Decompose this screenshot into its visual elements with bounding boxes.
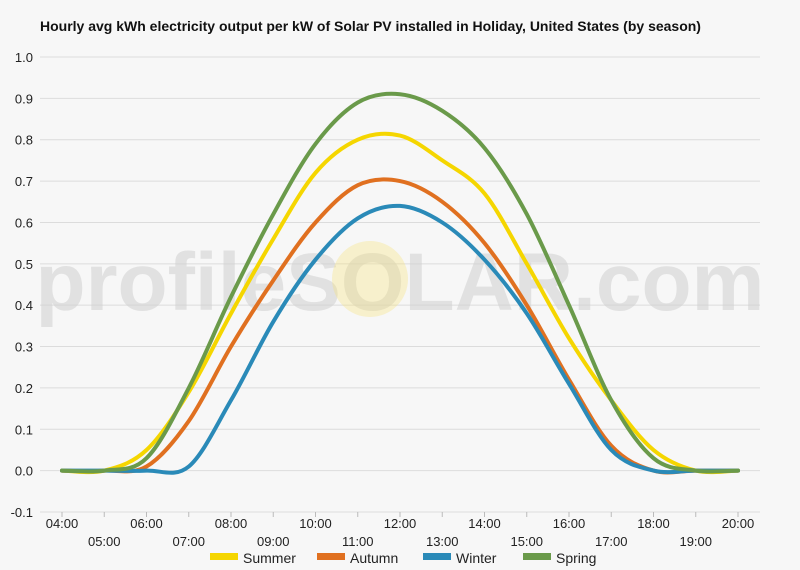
series-lines [60,91,740,475]
x-tick-label: 14:00 [468,516,501,531]
legend-swatch-spring [523,553,551,560]
y-tick-label: 0.1 [15,422,33,437]
y-tick-label: 0.7 [15,174,33,189]
x-tick-label: 06:00 [130,516,163,531]
x-tick-label: 12:00 [384,516,417,531]
legend-label-autumn: Autumn [350,550,398,566]
watermark: profileSOLAR.com [36,237,765,328]
x-axis-ticks: 04:00 05:00 06:00 07:00 08:00 09:00 10:00 11:00… [46,512,755,549]
y-tick-label: 0.6 [15,215,33,230]
series-line-spring [60,91,740,474]
x-tick-label: 07:00 [172,534,205,549]
series-line-winter [60,203,740,475]
x-tick-label: 09:00 [257,534,290,549]
y-tick-label: 0.5 [15,257,33,272]
y-tick-label: 0.4 [15,298,33,313]
y-tick-label: 0.0 [15,464,33,479]
x-tick-label: 13:00 [426,534,459,549]
x-tick-label: 08:00 [215,516,248,531]
x-tick-label: 15:00 [510,534,543,549]
legend-swatch-summer [210,553,238,560]
watermark-sun-icon [332,241,408,317]
series-line-autumn [60,177,740,475]
legend-label-spring: Spring [556,550,596,566]
legend-swatch-autumn [317,553,345,560]
x-tick-label: 11:00 [342,534,374,549]
x-tick-label: 04:00 [46,516,79,531]
legend: Summer Autumn Winter Spring [210,550,596,566]
legend-swatch-winter [423,553,451,560]
y-tick-label: 0.3 [15,340,33,355]
chart-title: Hourly avg kWh electricity output per kW… [40,18,701,34]
y-tick-label: 0.8 [15,133,33,148]
legend-label-winter: Winter [456,550,497,566]
x-tick-label: 20:00 [722,516,755,531]
x-tick-label: 18:00 [637,516,670,531]
y-axis-ticks: -0.1 0.0 0.1 0.2 0.3 0.4 0.5 0.6 0.7 0.8 0.9 1.0 [11,50,33,520]
x-tick-label: 17:00 [595,534,628,549]
y-tick-label: 0.2 [15,381,33,396]
legend-label-summer: Summer [243,550,296,566]
y-tick-label: 1.0 [15,50,33,65]
y-tick-label: 0.9 [15,91,33,106]
y-tick-label: -0.1 [11,505,33,520]
x-tick-label: 19:00 [679,534,712,549]
x-tick-label: 10:00 [299,516,332,531]
x-tick-label: 16:00 [553,516,586,531]
x-tick-label: 05:00 [88,534,121,549]
